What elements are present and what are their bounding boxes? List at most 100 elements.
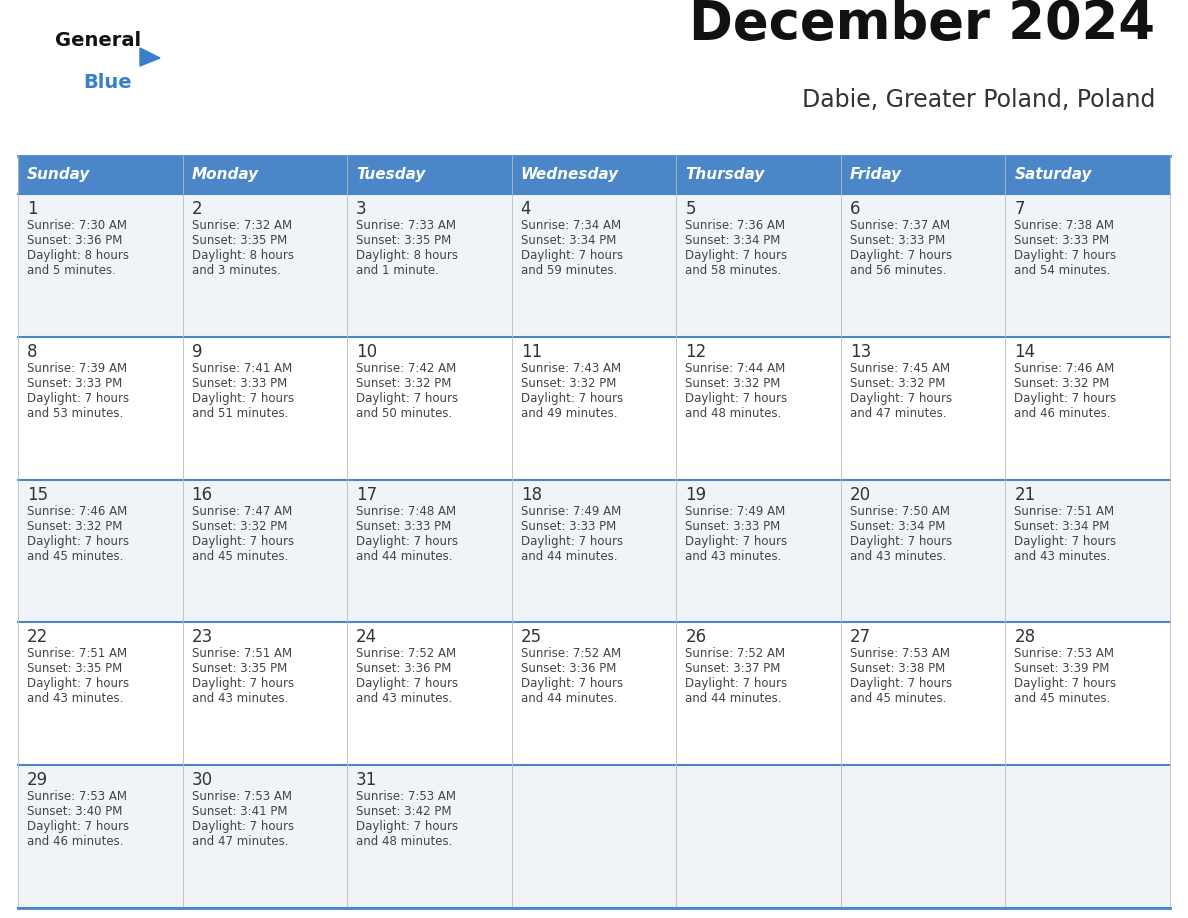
Text: Daylight: 7 hours: Daylight: 7 hours	[27, 820, 129, 834]
Bar	[183, 766, 347, 908]
Bar	[512, 766, 676, 908]
Text: Sunrise: 7:34 AM: Sunrise: 7:34 AM	[520, 219, 621, 232]
Text: Sunrise: 7:47 AM: Sunrise: 7:47 AM	[191, 505, 292, 518]
Text: and 48 minutes.: and 48 minutes.	[356, 835, 453, 848]
Text: 21: 21	[1015, 486, 1036, 504]
Text: Sunrise: 7:51 AM: Sunrise: 7:51 AM	[1015, 505, 1114, 518]
Text: Sunrise: 7:51 AM: Sunrise: 7:51 AM	[191, 647, 292, 660]
Text: Daylight: 7 hours: Daylight: 7 hours	[27, 677, 129, 690]
Text: and 44 minutes.: and 44 minutes.	[356, 550, 453, 563]
Bar	[347, 337, 512, 479]
Bar	[841, 479, 1005, 622]
Bar	[183, 156, 347, 194]
Text: 4: 4	[520, 200, 531, 218]
Text: 19: 19	[685, 486, 707, 504]
Text: Sunrise: 7:45 AM: Sunrise: 7:45 AM	[849, 362, 950, 375]
Text: and 43 minutes.: and 43 minutes.	[849, 550, 946, 563]
Text: Sunrise: 7:42 AM: Sunrise: 7:42 AM	[356, 362, 456, 375]
Text: Daylight: 7 hours: Daylight: 7 hours	[27, 534, 129, 548]
Text: and 49 minutes.: and 49 minutes.	[520, 407, 618, 420]
Text: Sunrise: 7:44 AM: Sunrise: 7:44 AM	[685, 362, 785, 375]
Text: Sunrise: 7:52 AM: Sunrise: 7:52 AM	[520, 647, 621, 660]
Bar	[1005, 337, 1170, 479]
Text: Sunrise: 7:46 AM: Sunrise: 7:46 AM	[1015, 362, 1114, 375]
Bar	[183, 337, 347, 479]
Text: and 53 minutes.: and 53 minutes.	[27, 407, 124, 420]
Text: and 47 minutes.: and 47 minutes.	[849, 407, 947, 420]
Text: Daylight: 7 hours: Daylight: 7 hours	[1015, 534, 1117, 548]
Text: Sunset: 3:36 PM: Sunset: 3:36 PM	[27, 234, 122, 247]
Text: Sunrise: 7:33 AM: Sunrise: 7:33 AM	[356, 219, 456, 232]
Text: 8: 8	[27, 342, 38, 361]
Text: December 2024: December 2024	[689, 0, 1155, 50]
Text: and 46 minutes.: and 46 minutes.	[27, 835, 124, 848]
Bar	[1005, 194, 1170, 337]
Bar	[841, 622, 1005, 766]
Text: General: General	[55, 31, 141, 50]
Text: Sunset: 3:34 PM: Sunset: 3:34 PM	[1015, 520, 1110, 532]
Text: Monday: Monday	[191, 167, 259, 183]
Bar	[1005, 156, 1170, 194]
Text: Daylight: 7 hours: Daylight: 7 hours	[849, 392, 952, 405]
Bar	[841, 337, 1005, 479]
Bar	[183, 622, 347, 766]
Text: Daylight: 7 hours: Daylight: 7 hours	[685, 392, 788, 405]
Polygon shape	[140, 48, 160, 66]
Text: Sunset: 3:34 PM: Sunset: 3:34 PM	[520, 234, 617, 247]
Bar	[512, 479, 676, 622]
Text: 3: 3	[356, 200, 367, 218]
Text: 26: 26	[685, 629, 707, 646]
Text: 31: 31	[356, 771, 378, 789]
Bar	[676, 194, 841, 337]
Text: Daylight: 7 hours: Daylight: 7 hours	[849, 249, 952, 262]
Text: and 44 minutes.: and 44 minutes.	[685, 692, 782, 705]
Text: Daylight: 7 hours: Daylight: 7 hours	[520, 677, 623, 690]
Text: Sunset: 3:39 PM: Sunset: 3:39 PM	[1015, 663, 1110, 676]
Text: Daylight: 7 hours: Daylight: 7 hours	[520, 392, 623, 405]
Text: 24: 24	[356, 629, 378, 646]
Text: Friday: Friday	[849, 167, 902, 183]
Text: 10: 10	[356, 342, 378, 361]
Text: Sunset: 3:35 PM: Sunset: 3:35 PM	[191, 234, 286, 247]
Text: Sunrise: 7:50 AM: Sunrise: 7:50 AM	[849, 505, 950, 518]
Text: Sunset: 3:36 PM: Sunset: 3:36 PM	[356, 663, 451, 676]
Text: Sunrise: 7:53 AM: Sunrise: 7:53 AM	[191, 790, 291, 803]
Text: Daylight: 8 hours: Daylight: 8 hours	[27, 249, 129, 262]
Bar	[347, 479, 512, 622]
Bar	[18, 479, 183, 622]
Text: 28: 28	[1015, 629, 1036, 646]
Text: Sunrise: 7:53 AM: Sunrise: 7:53 AM	[1015, 647, 1114, 660]
Text: 17: 17	[356, 486, 378, 504]
Bar	[347, 766, 512, 908]
Bar	[512, 622, 676, 766]
Text: and 44 minutes.: and 44 minutes.	[520, 692, 618, 705]
Text: Sunset: 3:33 PM: Sunset: 3:33 PM	[685, 520, 781, 532]
Text: 9: 9	[191, 342, 202, 361]
Text: Sunset: 3:33 PM: Sunset: 3:33 PM	[849, 234, 946, 247]
Bar	[841, 194, 1005, 337]
Text: Sunrise: 7:52 AM: Sunrise: 7:52 AM	[356, 647, 456, 660]
Text: and 44 minutes.: and 44 minutes.	[520, 550, 618, 563]
Text: Sunrise: 7:52 AM: Sunrise: 7:52 AM	[685, 647, 785, 660]
Text: Sunset: 3:32 PM: Sunset: 3:32 PM	[520, 376, 617, 390]
Bar	[347, 622, 512, 766]
Text: and 56 minutes.: and 56 minutes.	[849, 264, 946, 277]
Text: and 45 minutes.: and 45 minutes.	[27, 550, 124, 563]
Text: 22: 22	[27, 629, 49, 646]
Bar	[183, 479, 347, 622]
Bar	[676, 337, 841, 479]
Text: 14: 14	[1015, 342, 1036, 361]
Text: Daylight: 7 hours: Daylight: 7 hours	[191, 820, 293, 834]
Text: 20: 20	[849, 486, 871, 504]
Text: 1: 1	[27, 200, 38, 218]
Text: Daylight: 7 hours: Daylight: 7 hours	[356, 677, 459, 690]
Bar	[676, 766, 841, 908]
Text: Dabie, Greater Poland, Poland: Dabie, Greater Poland, Poland	[802, 88, 1155, 112]
Text: Sunset: 3:32 PM: Sunset: 3:32 PM	[191, 520, 287, 532]
Text: Sunset: 3:32 PM: Sunset: 3:32 PM	[27, 520, 122, 532]
Text: Sunrise: 7:48 AM: Sunrise: 7:48 AM	[356, 505, 456, 518]
Text: Sunset: 3:37 PM: Sunset: 3:37 PM	[685, 663, 781, 676]
Text: Sunrise: 7:41 AM: Sunrise: 7:41 AM	[191, 362, 292, 375]
Bar	[18, 766, 183, 908]
Text: Wednesday: Wednesday	[520, 167, 619, 183]
